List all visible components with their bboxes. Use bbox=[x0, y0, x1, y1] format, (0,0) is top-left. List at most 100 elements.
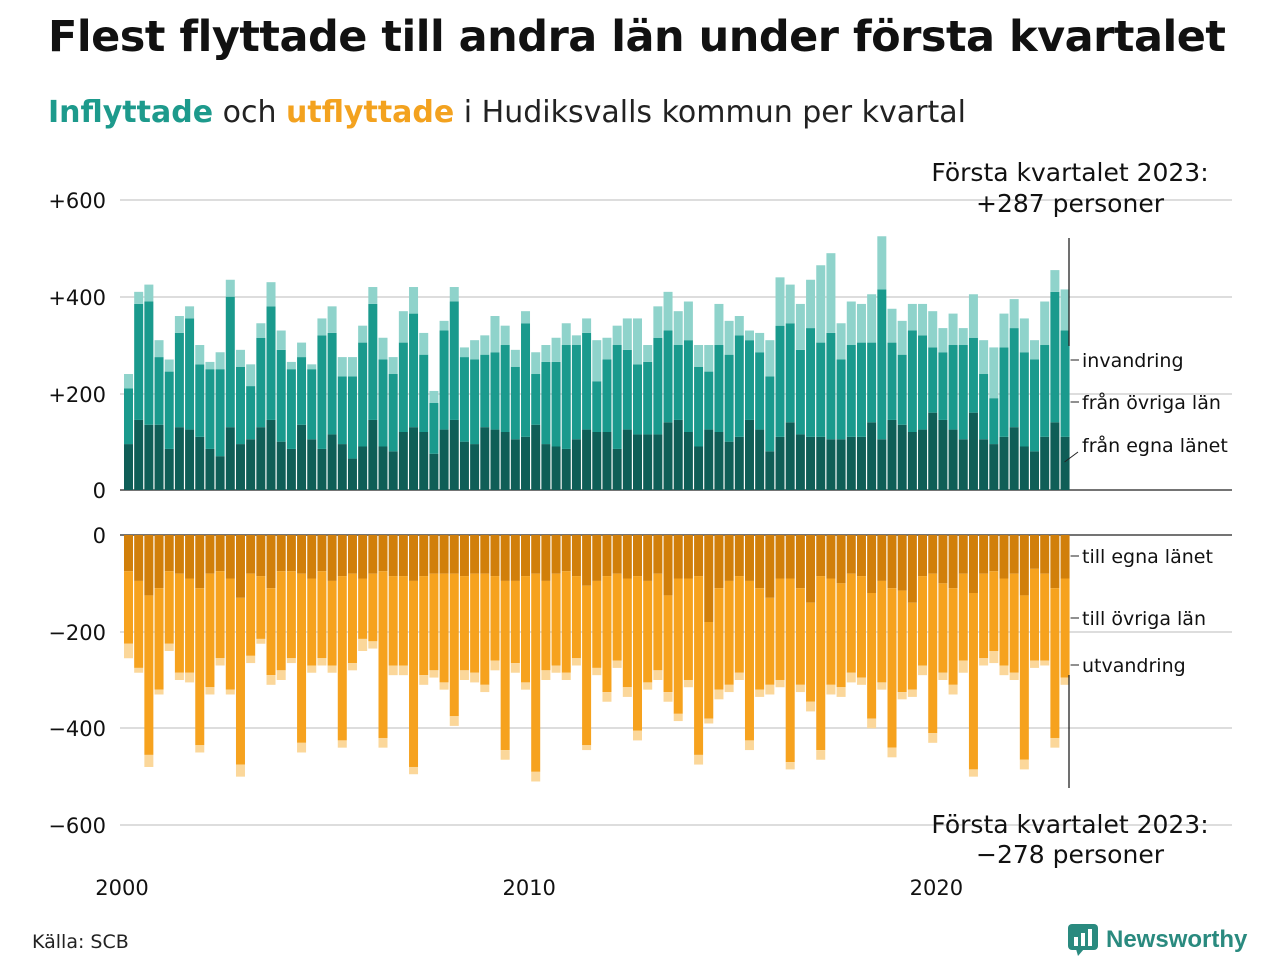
upper-series-label: från övriga län bbox=[1082, 391, 1221, 414]
bar-inflow-other-counties bbox=[347, 376, 357, 459]
bar-inflow-immigration bbox=[541, 345, 551, 362]
bar-inflow-other-counties bbox=[755, 352, 765, 430]
bar-outflow-emigration bbox=[653, 670, 663, 680]
bar-inflow-other-counties bbox=[174, 332, 184, 428]
bar-outflow-emigration bbox=[541, 670, 551, 680]
bar-outflow-other-counties bbox=[551, 573, 561, 666]
bar-inflow-immigration bbox=[683, 301, 693, 341]
bar-inflow-other-counties bbox=[826, 332, 836, 440]
bar-inflow-other-counties bbox=[470, 359, 480, 445]
bar-outflow-own-county bbox=[297, 535, 307, 574]
bar-outflow-other-counties bbox=[531, 573, 541, 772]
bar-inflow-immigration bbox=[500, 325, 510, 346]
bar-outflow-other-counties bbox=[490, 576, 500, 661]
bar-inflow-other-counties bbox=[225, 296, 235, 428]
bar-outflow-other-counties bbox=[622, 578, 632, 688]
bar-outflow-other-counties bbox=[856, 576, 866, 678]
upper-y-tick-label: 0 bbox=[93, 479, 106, 503]
bar-outflow-other-counties bbox=[419, 576, 429, 676]
bar-inflow-immigration bbox=[948, 313, 958, 346]
bar-inflow-other-counties bbox=[571, 345, 581, 440]
bar-inflow-immigration bbox=[724, 320, 734, 355]
bar-outflow-other-counties bbox=[673, 578, 683, 714]
bar-outflow-own-county bbox=[327, 535, 337, 581]
bar-outflow-other-counties bbox=[714, 588, 724, 690]
bar-inflow-other-counties bbox=[714, 345, 724, 433]
bar-outflow-emigration bbox=[154, 689, 164, 695]
bar-inflow-other-counties bbox=[582, 332, 592, 430]
bar-inflow-immigration bbox=[907, 303, 917, 331]
bar-outflow-own-county bbox=[490, 535, 500, 577]
bar-inflow-own-county bbox=[1050, 422, 1060, 490]
subtitle-outflow: utflyttade bbox=[286, 95, 455, 130]
bar-inflow-other-counties bbox=[337, 376, 347, 445]
bar-outflow-own-county bbox=[918, 535, 928, 577]
bar-inflow-own-county bbox=[551, 446, 561, 490]
bar-inflow-own-county bbox=[195, 436, 205, 490]
bar-inflow-other-counties bbox=[205, 369, 215, 449]
bar-inflow-own-county bbox=[276, 441, 286, 490]
bar-inflow-own-county bbox=[846, 436, 856, 490]
bar-outflow-other-counties bbox=[317, 571, 327, 659]
bar-inflow-other-counties bbox=[378, 359, 388, 447]
bar-outflow-emigration bbox=[714, 689, 724, 700]
bar-outflow-other-counties bbox=[398, 576, 408, 666]
bar-outflow-other-counties bbox=[276, 571, 286, 671]
bar-outflow-other-counties bbox=[347, 573, 357, 664]
bar-outflow-other-counties bbox=[643, 580, 653, 683]
bar-inflow-own-county bbox=[256, 427, 266, 490]
bar-outflow-emigration bbox=[694, 754, 704, 765]
bar-inflow-other-counties bbox=[846, 345, 856, 437]
bar-inflow-own-county bbox=[327, 434, 337, 490]
bar-outflow-emigration bbox=[856, 677, 866, 685]
bar-outflow-emigration bbox=[592, 667, 602, 676]
bar-outflow-own-county bbox=[979, 535, 989, 574]
bar-outflow-emigration bbox=[195, 745, 205, 753]
bar-outflow-other-counties bbox=[246, 573, 256, 656]
bar-inflow-own-county bbox=[633, 434, 642, 490]
bar-outflow-emigration bbox=[571, 658, 581, 666]
bar-outflow-other-counties bbox=[225, 578, 235, 690]
bar-outflow-own-county bbox=[592, 535, 602, 581]
bar-outflow-emigration bbox=[887, 747, 897, 758]
bar-inflow-own-county bbox=[979, 439, 989, 490]
bar-outflow-emigration bbox=[327, 665, 337, 673]
bar-outflow-own-county bbox=[989, 535, 999, 572]
bar-outflow-emigration bbox=[663, 692, 673, 702]
bar-inflow-own-county bbox=[286, 448, 296, 490]
bar-inflow-immigration bbox=[795, 303, 805, 350]
bar-inflow-own-county bbox=[164, 448, 174, 490]
bar-outflow-own-county bbox=[867, 535, 877, 593]
bar-inflow-immigration bbox=[470, 340, 480, 360]
bar-inflow-own-county bbox=[836, 439, 846, 490]
bar-outflow-other-counties bbox=[500, 580, 510, 751]
bar-inflow-other-counties bbox=[490, 352, 500, 430]
bar-outflow-own-county bbox=[409, 535, 419, 581]
bar-outflow-own-county bbox=[856, 535, 866, 577]
bar-outflow-emigration bbox=[673, 713, 683, 722]
bar-outflow-own-county bbox=[622, 535, 632, 579]
bar-outflow-other-counties bbox=[806, 602, 816, 702]
bar-inflow-own-county bbox=[459, 441, 469, 490]
bar-inflow-other-counties bbox=[480, 354, 490, 428]
bar-outflow-other-counties bbox=[989, 571, 999, 651]
bar-outflow-own-county bbox=[836, 535, 846, 584]
bar-outflow-emigration bbox=[256, 638, 266, 644]
bar-inflow-other-counties bbox=[938, 352, 948, 420]
bar-outflow-own-county bbox=[643, 535, 653, 581]
bar-inflow-other-counties bbox=[459, 357, 469, 442]
bar-inflow-immigration bbox=[826, 253, 836, 333]
bar-outflow-own-county bbox=[368, 535, 378, 574]
source-credit: Källa: SCB bbox=[32, 931, 129, 953]
bar-outflow-other-counties bbox=[439, 573, 449, 683]
bar-inflow-immigration bbox=[999, 313, 1009, 348]
bar-inflow-own-county bbox=[144, 424, 154, 490]
bar-inflow-other-counties bbox=[999, 347, 1009, 437]
bar-inflow-other-counties bbox=[185, 318, 195, 430]
bar-inflow-own-county bbox=[368, 419, 378, 490]
bar-outflow-other-counties bbox=[1030, 568, 1040, 661]
bar-inflow-own-county bbox=[775, 436, 785, 490]
bar-outflow-own-county bbox=[765, 535, 775, 598]
bar-outflow-emigration bbox=[785, 762, 795, 770]
